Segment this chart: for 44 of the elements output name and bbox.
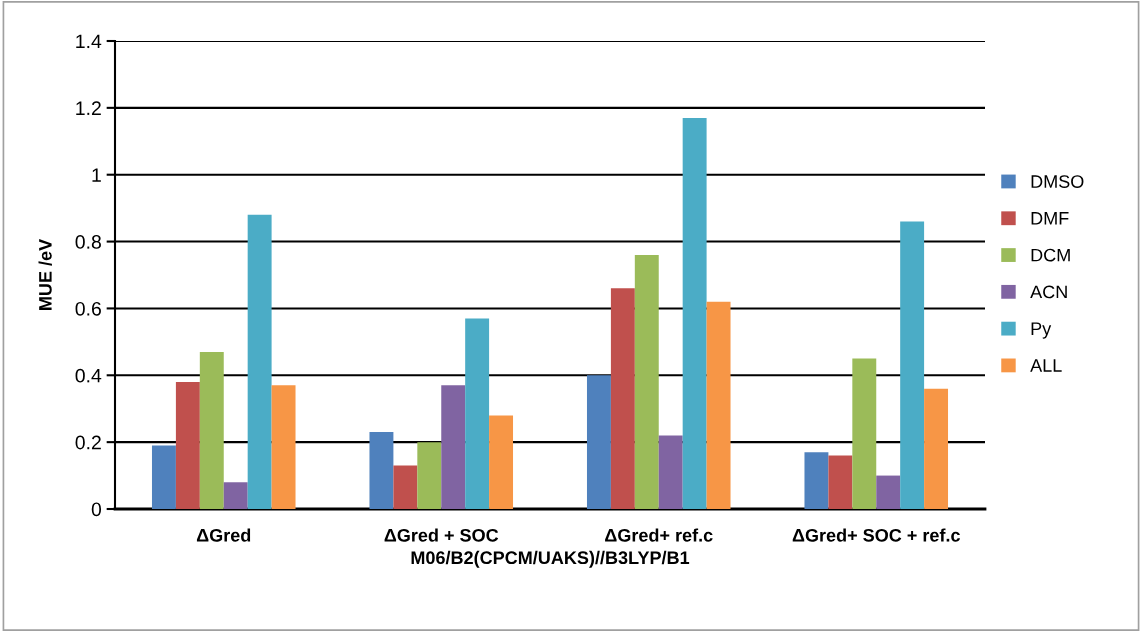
- bar: [151, 445, 176, 509]
- legend-label: ALL: [1030, 359, 1062, 372]
- x-tick-label: ΔGred: [196, 528, 251, 542]
- bar: [900, 221, 925, 509]
- bar: [876, 475, 901, 509]
- bar: [393, 465, 418, 509]
- x-axis-title: M06/B2(CPCM/UAKS)//B3LYP/B1: [411, 550, 690, 568]
- y-tick-label: 1.2: [76, 101, 101, 115]
- bar: [828, 455, 853, 509]
- x-tick-label: ΔGred+ ref.c: [605, 528, 713, 542]
- bar: [465, 318, 490, 509]
- legend-label: DMSO: [1031, 175, 1084, 188]
- bar: [658, 435, 683, 509]
- y-tick-label: 0.8: [75, 235, 101, 249]
- legend-label: DCM: [1031, 248, 1070, 262]
- y-tick-label: 0.2: [75, 435, 101, 450]
- bar: [199, 351, 224, 509]
- bar: [369, 432, 394, 509]
- legend-label: DMF: [1031, 212, 1069, 225]
- bar: [682, 117, 707, 509]
- legend-label: ACN: [1030, 285, 1067, 299]
- bar: [706, 301, 731, 509]
- bar: [610, 288, 635, 509]
- y-tick-label: 0.4: [75, 368, 102, 383]
- bar: [441, 385, 466, 509]
- bar: [804, 452, 829, 509]
- bar: [247, 214, 272, 509]
- y-tick-label: 0.6: [75, 301, 101, 316]
- y-tick-label: 1: [92, 168, 101, 182]
- legend-label: Py: [1031, 322, 1052, 339]
- y-axis-title: MUE /eV: [38, 239, 52, 310]
- bar: [852, 358, 877, 509]
- x-tick-label: ΔGred + SOC: [384, 528, 499, 542]
- bar: [417, 442, 442, 509]
- bar: [175, 381, 200, 509]
- bar: [489, 415, 514, 509]
- bar: [924, 388, 949, 509]
- bar: [634, 254, 659, 509]
- bar: [223, 482, 248, 509]
- bar: [586, 375, 611, 509]
- y-tick-label: 0: [91, 502, 102, 517]
- y-tick-label: 1.4: [76, 34, 102, 49]
- x-tick-label: ΔGred+ SOC + ref.c: [792, 528, 960, 542]
- bar: [271, 385, 296, 509]
